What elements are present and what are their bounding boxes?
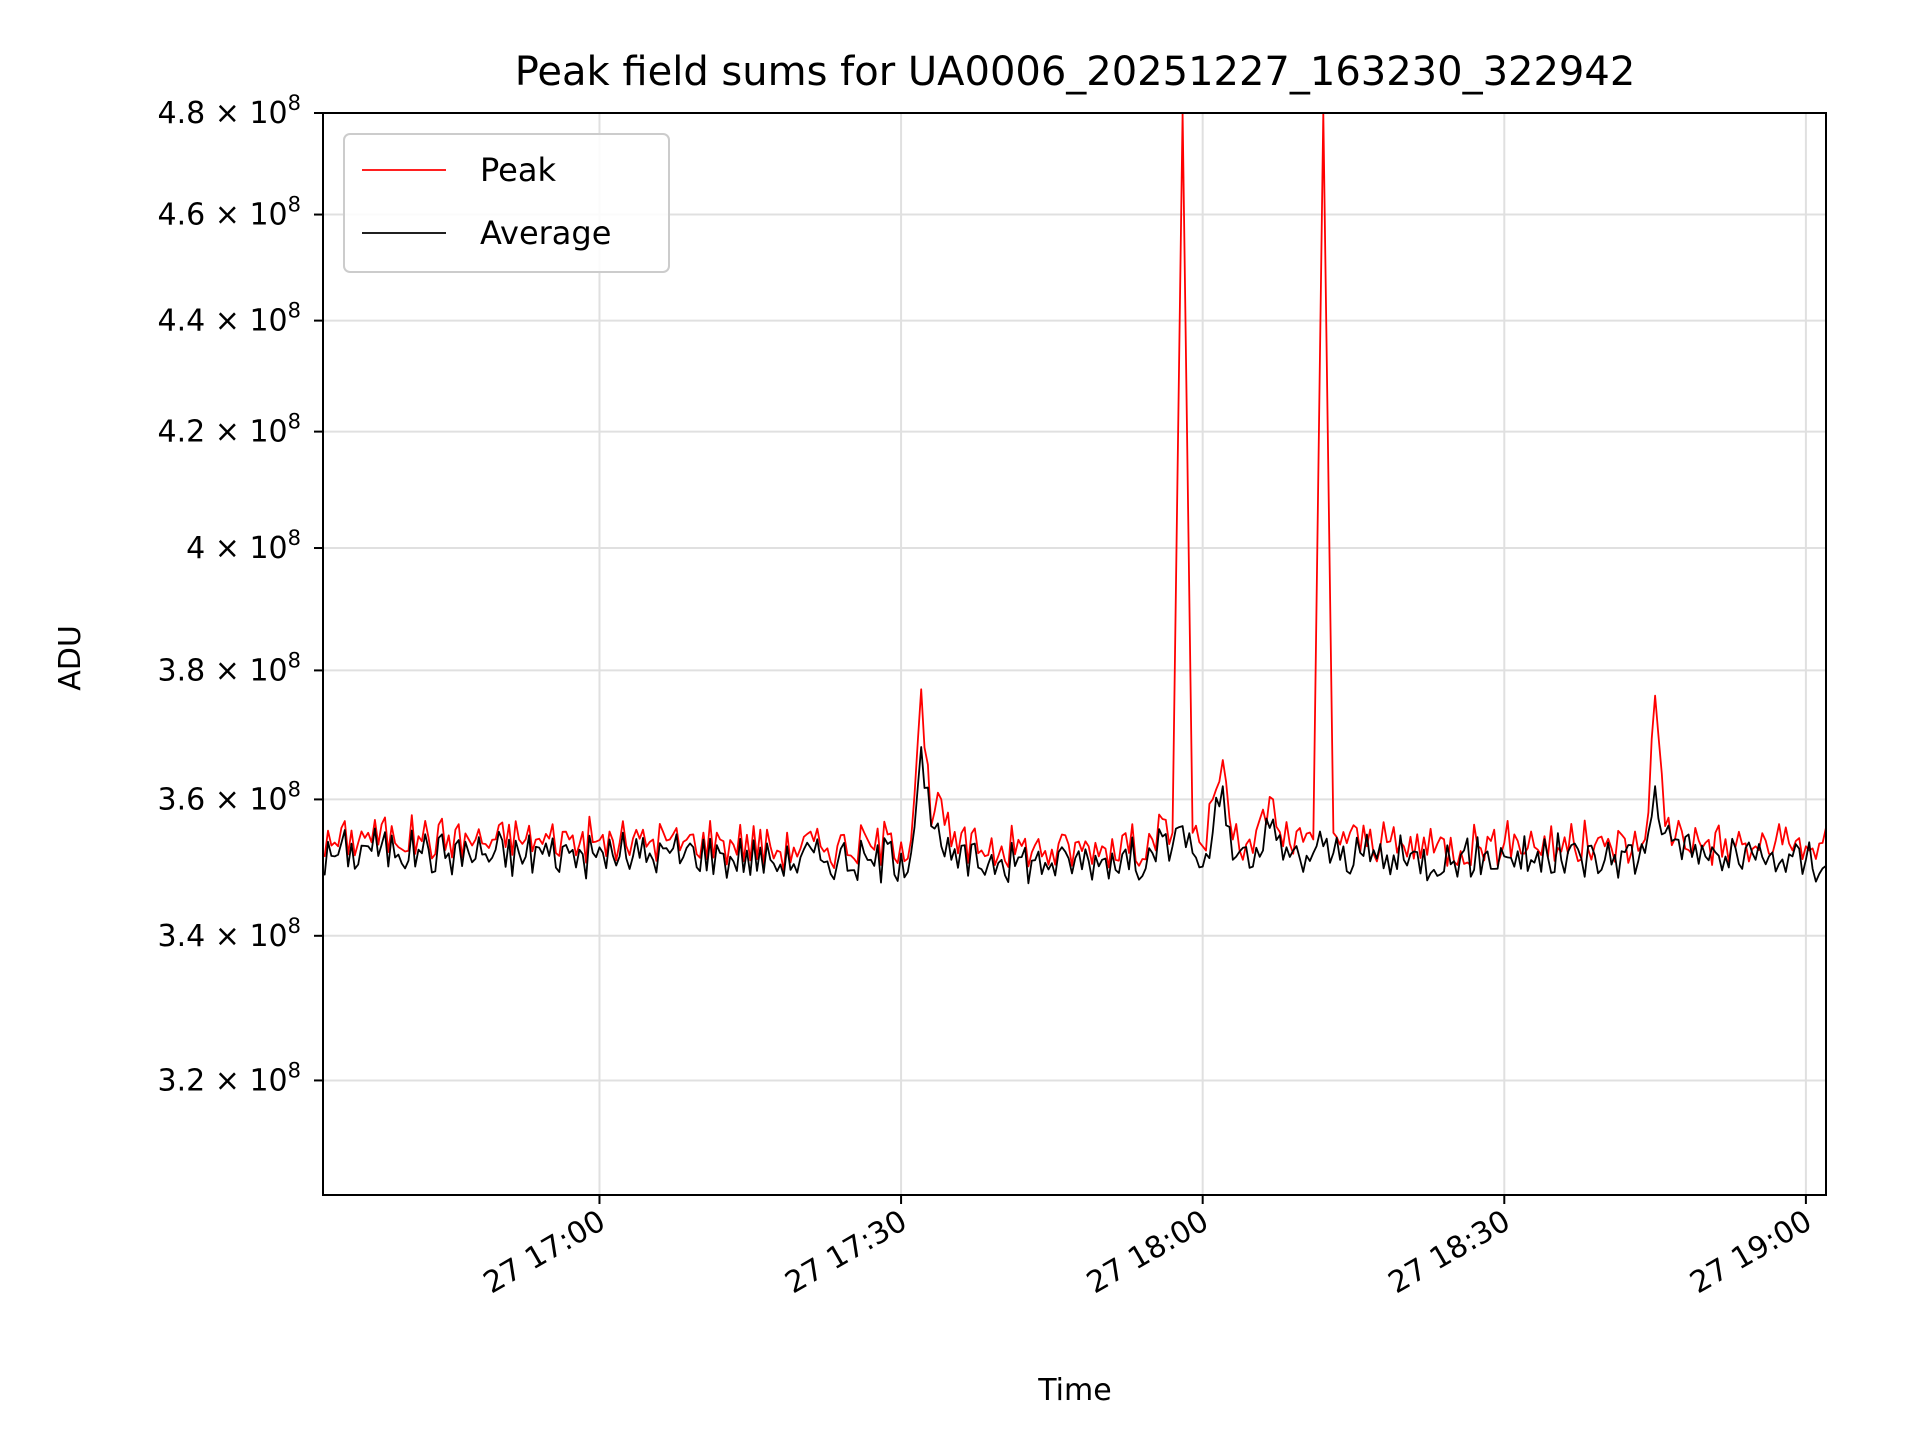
y-tick-suffix: × 10 <box>215 198 288 233</box>
y-tick-mantissa: 3.8 <box>158 653 215 688</box>
y-tick-label: 3.8 × 108 <box>158 648 301 688</box>
y-tick-exponent: 8 <box>288 410 301 434</box>
y-tick-label: 3.4 × 108 <box>158 914 301 954</box>
y-tick-mantissa: 4 <box>186 531 215 566</box>
y-tick-label: 4.6 × 108 <box>158 193 301 233</box>
y-tick-label: 4.4 × 108 <box>158 299 301 339</box>
y-tick-exponent: 8 <box>288 299 301 323</box>
y-tick-exponent: 8 <box>288 914 301 938</box>
y-tick-mantissa: 3.4 <box>158 919 215 954</box>
legend-label-peak: Peak <box>480 151 556 189</box>
plot-area <box>323 113 1826 885</box>
y-tick-exponent: 8 <box>288 91 301 115</box>
y-tick-suffix: × 10 <box>215 415 288 450</box>
y-tick-mantissa: 3.6 <box>158 782 215 817</box>
y-tick-suffix: × 10 <box>215 653 288 688</box>
y-tick-label: 3.6 × 108 <box>158 777 301 817</box>
y-tick-mantissa: 4.4 <box>158 304 215 339</box>
y-tick-label: 3.2 × 108 <box>158 1058 301 1098</box>
y-tick-suffix: × 10 <box>215 782 288 817</box>
y-tick-mantissa: 3.2 <box>158 1063 215 1098</box>
y-tick-mantissa: 4.2 <box>158 415 215 450</box>
plot-frame <box>322 112 1827 1196</box>
chart-title: Peak field sums for UA0006_20251227_1632… <box>515 49 1636 95</box>
y-tick-exponent: 8 <box>288 526 301 550</box>
series-line-average <box>323 746 1826 885</box>
y-tick-exponent: 8 <box>288 648 301 672</box>
y-tick-suffix: × 10 <box>215 304 288 339</box>
legend-box <box>343 133 670 273</box>
y-tick-exponent: 8 <box>288 777 301 801</box>
y-tick-mantissa: 4.6 <box>158 198 215 233</box>
legend-label-average: Average <box>480 214 611 252</box>
legend: Peak Average <box>343 133 670 273</box>
y-axis-label: ADU <box>53 625 88 691</box>
x-axis-label: Time <box>1037 1373 1111 1408</box>
y-tick-label: 4.8 × 108 <box>158 91 301 131</box>
y-tick-suffix: × 10 <box>215 919 288 954</box>
y-tick-suffix: × 10 <box>215 1063 288 1098</box>
y-tick-mantissa: 4.8 <box>158 96 215 131</box>
y-tick-suffix: × 10 <box>215 531 288 566</box>
y-tick-suffix: × 10 <box>215 96 288 131</box>
series-line-peak <box>323 113 1826 873</box>
y-tick-exponent: 8 <box>288 1058 301 1082</box>
y-tick-label: 4.2 × 108 <box>158 410 301 450</box>
y-tick-exponent: 8 <box>288 193 301 217</box>
y-tick-label: 4 × 108 <box>186 526 301 566</box>
